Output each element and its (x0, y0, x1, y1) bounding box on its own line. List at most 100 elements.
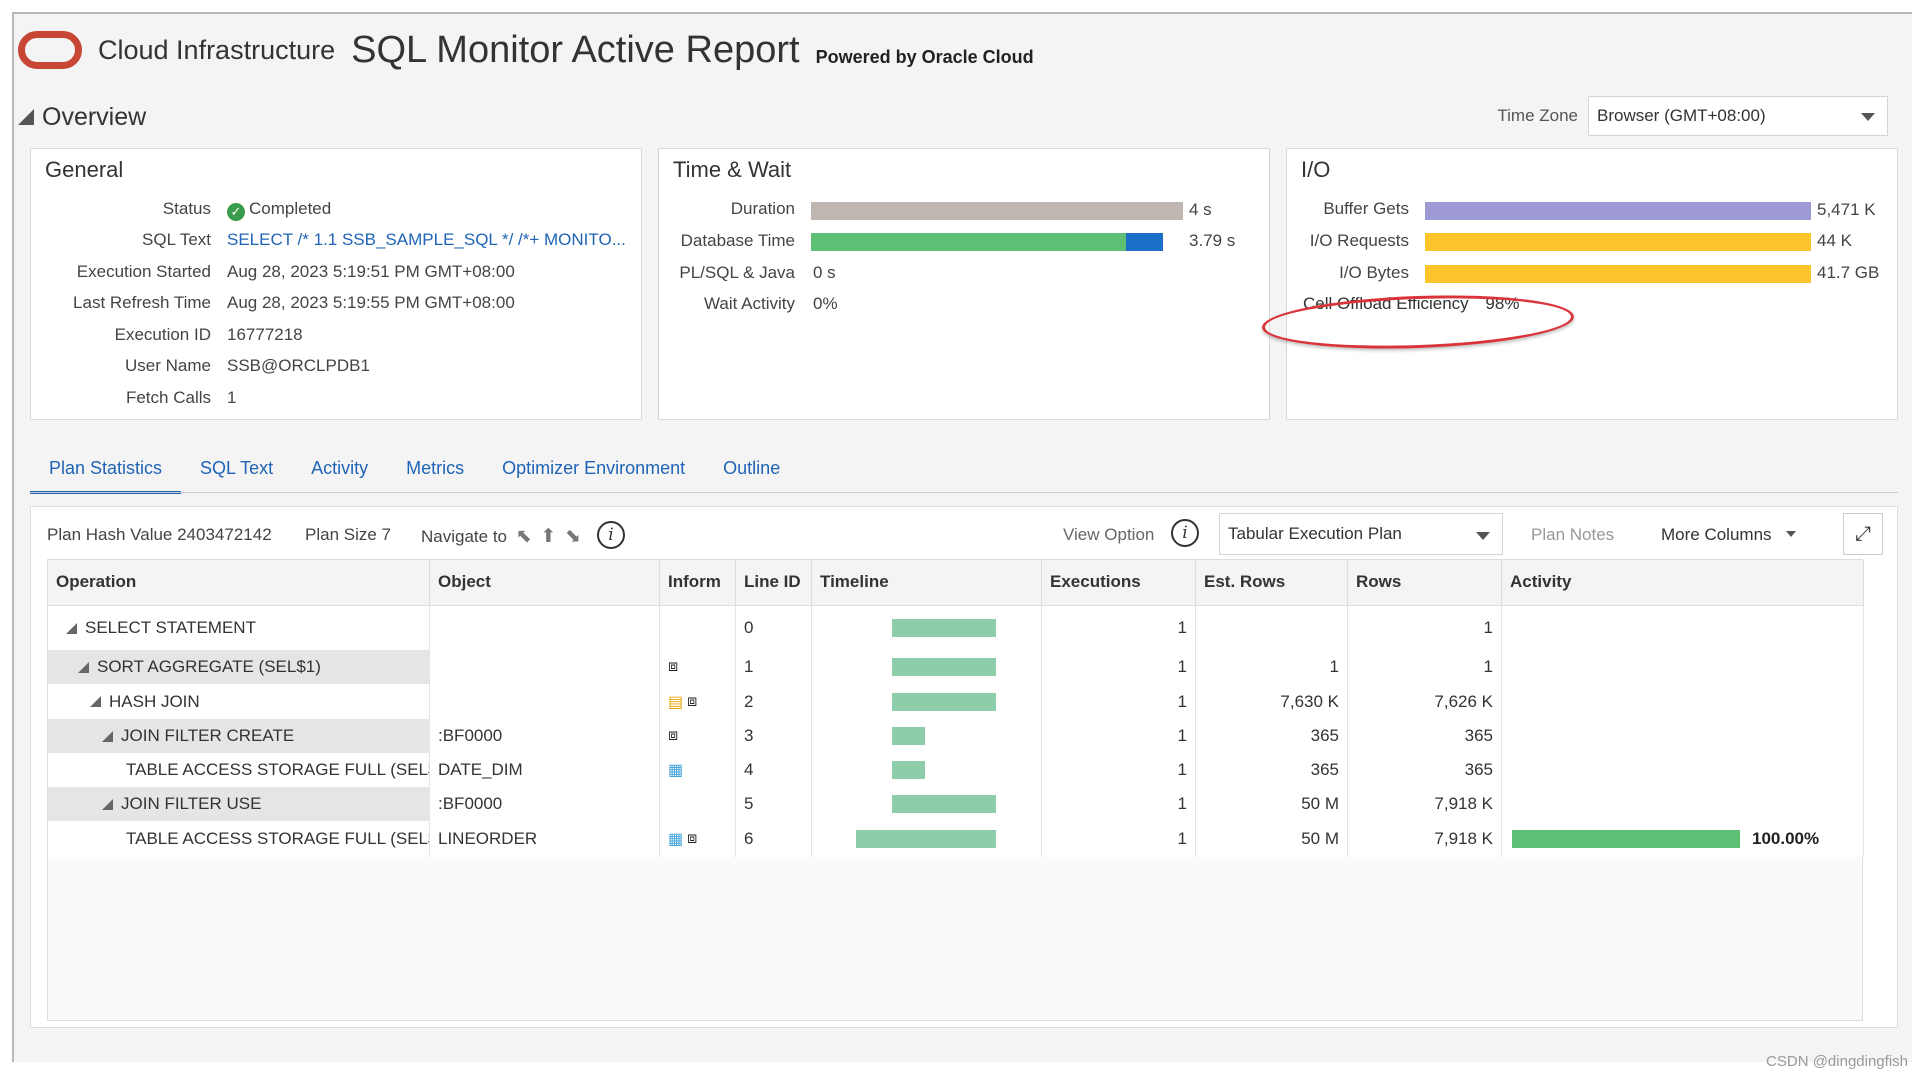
binoculars-icon[interactable]: ⧈ (687, 830, 698, 847)
table-row[interactable]: TABLE ACCESS STORAGE FULL (SEL$ LINEORDER… (48, 821, 1864, 857)
timeline-cell (812, 719, 1042, 753)
col-operation[interactable]: Operation (48, 560, 430, 606)
executions-cell: 1 (1042, 821, 1196, 857)
fetch-calls-text: 1 (227, 388, 237, 407)
storage-filter-icon[interactable]: ▦ (668, 762, 684, 779)
arrow-up-icon[interactable]: ⬆ (540, 526, 557, 547)
timeline-cell (812, 821, 1042, 857)
io-bytes-bar[interactable] (1425, 265, 1811, 283)
report-header: Cloud Infrastructure SQL Monitor Active … (18, 20, 1034, 80)
operation-text: SORT AGGREGATE (SEL$1) (97, 657, 321, 676)
cell-offload-value: 98% (1485, 294, 1520, 313)
table-row[interactable]: TABLE ACCESS STORAGE FULL (SEL$ DATE_DIM ▦… (48, 753, 1864, 787)
tab-plan-statistics[interactable]: Plan Statistics (30, 450, 182, 494)
col-inform[interactable]: Inform (660, 560, 736, 606)
general-panel: General Status ✓ Completed SQL Text SELECT /… (30, 148, 642, 420)
overview-section-header: Overview Time Zone Browser (GMT+08:00) (18, 96, 1888, 136)
collapse-triangle-icon[interactable] (18, 109, 34, 125)
sql-text-value[interactable]: SELECT /* 1.1 SSB_SAMPLE_SQL */ /*+ MONI… (227, 230, 626, 250)
inform-cell: ▦ (660, 753, 736, 787)
expand-triangle-icon[interactable] (66, 622, 77, 634)
col-executions[interactable]: Executions (1042, 560, 1196, 606)
rows-cell: 1 (1348, 650, 1502, 684)
db-time-cpu-bar[interactable] (811, 233, 1126, 251)
expand-triangle-icon[interactable] (102, 730, 113, 742)
inform-cell: ⧈ (660, 719, 736, 753)
duration-bar[interactable] (811, 202, 1183, 220)
view-option-select[interactable]: Tabular Execution Plan (1219, 513, 1503, 555)
tabs-divider (30, 492, 1898, 493)
general-title: General (45, 157, 124, 182)
timeline-bar[interactable] (892, 658, 996, 676)
col-line-id[interactable]: Line ID (736, 560, 812, 606)
buffer-gets-bar[interactable] (1425, 202, 1811, 220)
view-option-value: Tabular Execution Plan (1228, 524, 1402, 543)
arrow-right-down-icon[interactable]: ⬊ (565, 526, 581, 547)
executions-cell: 1 (1042, 684, 1196, 719)
table-row[interactable]: SELECT STATEMENT 0 1 1 (48, 606, 1864, 650)
storage-filter-icon[interactable]: ▦ (668, 831, 684, 848)
plsql-label: PL/SQL & Java (679, 263, 795, 282)
table-row[interactable]: HASH JOIN ▤ ⧈ 2 1 7,630 K 7,626 K (48, 684, 1864, 719)
table-row[interactable]: SORT AGGREGATE (SEL$1) ⧈ 1 1 1 1 (48, 650, 1864, 684)
activity-bar[interactable] (1512, 830, 1740, 848)
sql-text-label: SQL Text (142, 230, 211, 249)
est-rows-cell: 365 (1196, 719, 1348, 753)
col-rows[interactable]: Rows (1348, 560, 1502, 606)
col-timeline[interactable]: Timeline (812, 560, 1042, 606)
time-zone-value: Browser (GMT+08:00) (1597, 106, 1766, 125)
timeline-bar[interactable] (892, 727, 925, 745)
operation-cell: JOIN FILTER CREATE (48, 719, 430, 753)
timeline-cell (812, 650, 1042, 684)
io-requests-bar[interactable] (1425, 233, 1811, 251)
timeline-cell (812, 606, 1042, 650)
execution-started-label: Execution Started (76, 262, 211, 281)
notes-icon[interactable]: ▤ (668, 693, 684, 711)
col-object[interactable]: Object (430, 560, 660, 606)
io-title: I/O (1301, 157, 1331, 182)
tab-optimizer-environment[interactable]: Optimizer Environment (502, 458, 686, 478)
view-option-info-icon[interactable]: i (1171, 519, 1199, 547)
executions-cell: 1 (1042, 787, 1196, 821)
expand-icon[interactable]: ⤢ (1843, 513, 1883, 555)
est-rows-cell: 1 (1196, 650, 1348, 684)
arrow-left-up-icon[interactable]: ⬉ (515, 526, 532, 547)
line-id-cell: 4 (736, 753, 812, 787)
table-row[interactable]: JOIN FILTER CREATE:BF0000 ⧈ 3 1 365 365 (48, 719, 1864, 753)
overview-title[interactable]: Overview (42, 102, 147, 131)
rows-cell: 7,918 K (1348, 787, 1502, 821)
tab-sql-text[interactable]: SQL Text (200, 458, 274, 478)
binoculars-icon[interactable]: ⧈ (687, 692, 698, 710)
timeline-bar[interactable] (892, 761, 925, 779)
timeline-bar[interactable] (892, 692, 996, 711)
time-zone-select[interactable]: Browser (GMT+08:00) (1588, 96, 1888, 136)
tab-activity[interactable]: Activity (311, 458, 369, 478)
io-bytes-label: I/O Bytes (1339, 263, 1409, 282)
tab-metrics[interactable]: Metrics (406, 458, 465, 478)
executions-cell: 1 (1042, 606, 1196, 650)
expand-triangle-icon[interactable] (102, 798, 113, 810)
db-time-io-bar[interactable] (1126, 233, 1163, 251)
activity-cell (1502, 719, 1864, 753)
operation-text: HASH JOIN (109, 691, 200, 711)
executions-cell: 1 (1042, 719, 1196, 753)
info-icon[interactable]: i (597, 521, 625, 549)
expand-triangle-icon[interactable] (90, 696, 101, 707)
table-row[interactable]: JOIN FILTER USE:BF0000 5 1 50 M 7,918 K (48, 787, 1864, 821)
more-columns-button[interactable]: More Columns (1661, 525, 1797, 545)
binoculars-icon[interactable]: ⧈ (668, 658, 679, 675)
timeline-bar[interactable] (892, 619, 996, 637)
binoculars-icon[interactable]: ⧈ (668, 727, 679, 744)
est-rows-cell: 50 M (1196, 821, 1348, 857)
col-activity[interactable]: Activity (1502, 560, 1864, 606)
plan-notes-button[interactable]: Plan Notes (1531, 525, 1615, 544)
tab-outline[interactable]: Outline (723, 458, 781, 478)
timeline-bar[interactable] (892, 795, 996, 813)
operation-text: JOIN FILTER USE (121, 794, 262, 813)
col-est-rows[interactable]: Est. Rows (1196, 560, 1348, 606)
activity-cell (1502, 753, 1864, 787)
view-option-label: View Option (1063, 525, 1155, 544)
chevron-down-icon (1476, 532, 1490, 540)
timeline-bar[interactable] (856, 830, 996, 848)
expand-triangle-icon[interactable] (78, 661, 89, 673)
